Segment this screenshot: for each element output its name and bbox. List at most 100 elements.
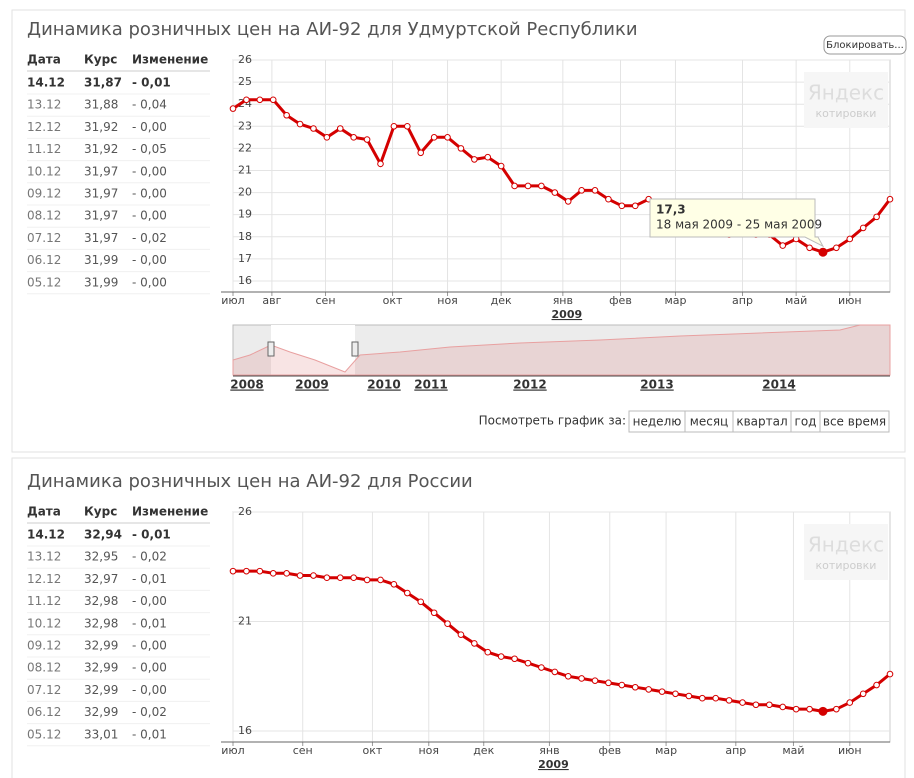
table-cell: 32,94 xyxy=(84,528,122,542)
table-cell: 14.12 xyxy=(27,528,65,542)
point xyxy=(833,705,840,713)
navigator-year: 2013 xyxy=(640,378,673,392)
period-label: Посмотреть график за: xyxy=(479,414,626,428)
point xyxy=(497,162,505,170)
point xyxy=(538,182,545,190)
x-tick-label: дек xyxy=(473,744,494,757)
point xyxy=(390,580,398,588)
table-cell: - 0,01 xyxy=(132,528,171,542)
point xyxy=(444,134,451,141)
point xyxy=(846,235,854,243)
point xyxy=(524,659,532,667)
y-tick-label: 17 xyxy=(238,252,252,265)
point xyxy=(658,688,666,695)
point xyxy=(256,96,264,104)
navigator-year: 2009 xyxy=(295,378,328,392)
point xyxy=(631,202,639,210)
y-tick-label: 26 xyxy=(238,53,252,66)
table-cell: 09.12 xyxy=(27,639,61,653)
point xyxy=(256,567,264,575)
period-button-label[interactable]: все время xyxy=(823,415,886,429)
x-tick-label: май xyxy=(785,294,807,307)
tooltip-dates: 18 мая 2009 - 25 мая 2009 xyxy=(656,218,822,232)
point xyxy=(243,567,250,575)
table-cell: 11.12 xyxy=(27,594,61,608)
point xyxy=(511,655,518,663)
point xyxy=(859,224,867,232)
table-cell: 10.12 xyxy=(27,616,61,630)
logo: Яндекс xyxy=(808,81,884,105)
period-button-label[interactable]: неделю xyxy=(633,415,682,429)
table-cell: 05.12 xyxy=(27,275,61,289)
point xyxy=(430,134,438,141)
block-button[interactable] xyxy=(823,35,907,55)
table-cell: - 0,00 xyxy=(132,661,167,675)
point xyxy=(833,244,840,252)
table-cell: 09.12 xyxy=(27,187,61,201)
table-header: Изменение xyxy=(132,53,208,67)
point xyxy=(779,703,787,711)
point xyxy=(377,160,384,168)
point xyxy=(323,134,331,141)
x-tick-label: янв xyxy=(539,744,559,757)
table-cell: - 0,00 xyxy=(132,253,167,267)
x-tick-label: окт xyxy=(363,744,383,757)
point xyxy=(551,668,559,676)
point xyxy=(310,125,317,132)
point xyxy=(645,686,652,693)
point xyxy=(323,574,331,582)
navigator-year: 2011 xyxy=(414,378,447,392)
y-tick-label: 16 xyxy=(238,724,252,737)
x-tick-label: июл xyxy=(221,294,244,307)
highlight-point xyxy=(818,706,828,716)
point xyxy=(725,697,733,704)
table-cell: - 0,00 xyxy=(132,164,167,178)
table-header: Дата xyxy=(27,53,61,67)
navigator-handle[interactable] xyxy=(267,341,275,357)
point xyxy=(417,149,425,157)
point xyxy=(457,145,465,152)
logo-sub: котировки xyxy=(816,107,877,120)
table-cell: - 0,00 xyxy=(132,120,167,134)
period-button-label[interactable]: месяц xyxy=(690,415,728,429)
y-tick-label: 25 xyxy=(238,75,252,88)
point xyxy=(886,670,894,678)
point xyxy=(873,213,880,221)
period-button-label[interactable]: квартал xyxy=(736,415,787,429)
table-header: Изменение xyxy=(132,505,208,519)
period-button[interactable] xyxy=(819,410,890,433)
block-button-label[interactable]: Блокировать... xyxy=(826,40,904,51)
point xyxy=(698,694,706,702)
x-tick-label: сен xyxy=(293,744,313,757)
table-header: Курс xyxy=(84,53,117,67)
table-cell: 12.12 xyxy=(27,572,61,586)
point xyxy=(229,105,237,112)
table-cell: 32,99 xyxy=(84,639,118,653)
point xyxy=(631,683,639,691)
point xyxy=(497,653,505,660)
x-tick-label: авг xyxy=(262,294,281,307)
point xyxy=(471,640,478,647)
y-tick-label: 20 xyxy=(238,186,252,199)
point xyxy=(685,692,693,700)
point xyxy=(404,122,411,130)
navigator-handle[interactable] xyxy=(351,341,359,357)
table-cell: - 0,00 xyxy=(132,683,167,697)
table-cell: - 0,01 xyxy=(132,616,167,630)
point xyxy=(229,567,237,575)
table-cell: 32,98 xyxy=(84,616,118,630)
table-cell: 32,98 xyxy=(84,594,118,608)
table-cell: - 0,02 xyxy=(132,705,167,719)
table-cell: 31,87 xyxy=(84,76,122,90)
point xyxy=(859,690,867,698)
table-cell: 07.12 xyxy=(27,231,61,245)
period-button-label[interactable]: год xyxy=(795,415,817,429)
table-cell: 32,95 xyxy=(84,550,118,564)
x-tick-label: июл xyxy=(221,744,244,757)
point xyxy=(350,134,357,141)
table-cell: 11.12 xyxy=(27,142,61,156)
table-header: Дата xyxy=(27,505,61,519)
point xyxy=(792,705,800,713)
table-cell: 32,97 xyxy=(84,572,118,586)
